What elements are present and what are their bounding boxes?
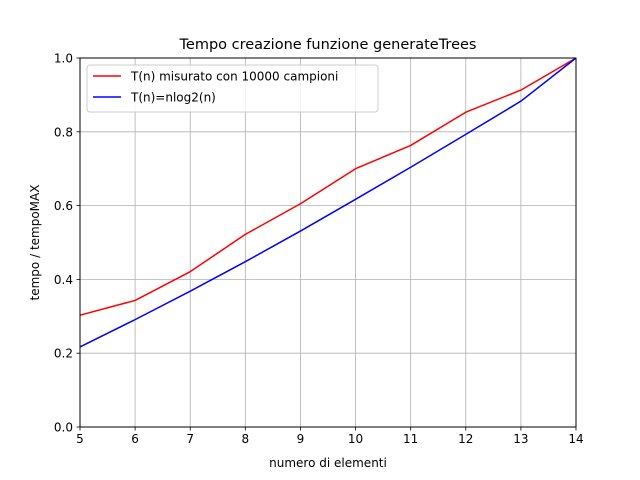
x-tick-label: 10 (348, 432, 363, 446)
x-tick-label: 7 (186, 432, 194, 446)
y-tick-label: 0.6 (54, 199, 73, 213)
chart-title: Tempo creazione funzione generateTrees (179, 37, 477, 53)
plot-frame (79, 57, 577, 428)
y-tick-label: 0.2 (54, 347, 73, 361)
series-line-2 (79, 57, 577, 348)
x-tick-label: 6 (131, 432, 139, 446)
x-tick-label: 11 (403, 432, 418, 446)
x-tick-label: 12 (458, 432, 473, 446)
x-tick-label: 5 (76, 432, 84, 446)
legend: T(n) misurato con 10000 campioni T(n)=nlo… (86, 64, 379, 113)
y-tick-label: 1.0 (54, 52, 73, 66)
x-tick-label: 13 (513, 432, 528, 446)
x-axis-label: numero di elementi (269, 456, 387, 470)
y-axis-label: tempo / tempoMAX (28, 185, 42, 301)
legend-label-1: T(n) misurato con 10000 campioni (130, 70, 338, 84)
legend-box (86, 64, 379, 113)
axis-ticks: 5 6 7 8 9 10 11 12 13 14 0.0 0.2 0.4 0.6 0.8 1.0 (54, 52, 584, 447)
series-lines (79, 57, 577, 348)
y-tick-label: 0.0 (54, 421, 73, 435)
legend-label-2: T(n)=nlog2(n) (130, 91, 216, 105)
y-tick-label: 0.4 (54, 273, 73, 287)
series-line-1 (79, 57, 577, 316)
y-tick-label: 0.8 (54, 125, 73, 139)
x-tick-label: 9 (297, 432, 305, 446)
x-tick-label: 14 (568, 432, 583, 446)
x-tick-label: 8 (242, 432, 250, 446)
